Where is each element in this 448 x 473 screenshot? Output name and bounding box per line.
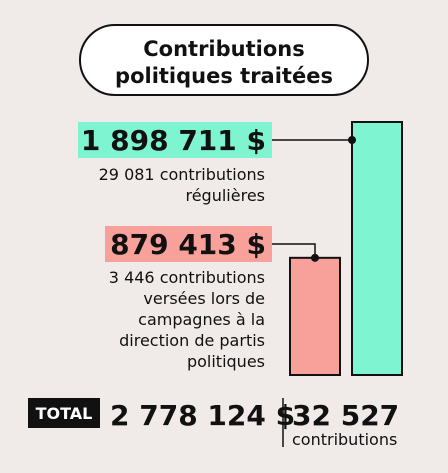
connector-dot (311, 253, 319, 262)
total-amount: 2 778 124 $ (110, 399, 295, 432)
bar (289, 256, 341, 377)
value-label-box (78, 122, 272, 158)
title-pill (79, 24, 369, 96)
category-label: 29 081 contributions régulières (99, 165, 265, 205)
total-unit: contributions (292, 430, 397, 449)
value-label: 879 413 $ (110, 228, 266, 261)
value-label-box (105, 226, 272, 262)
connector-dot (348, 136, 356, 144)
value-label: 1 898 711 $ (81, 124, 266, 157)
category-label: 3 446 contributions versées lors de campag… (109, 268, 265, 371)
total-label: TOTAL (36, 404, 93, 423)
chart-title: Contributions politiques traitées (115, 37, 333, 88)
total-count: 32 527 (292, 399, 399, 432)
connector (272, 243, 316, 258)
bar (351, 121, 403, 376)
total-badge (28, 398, 100, 428)
